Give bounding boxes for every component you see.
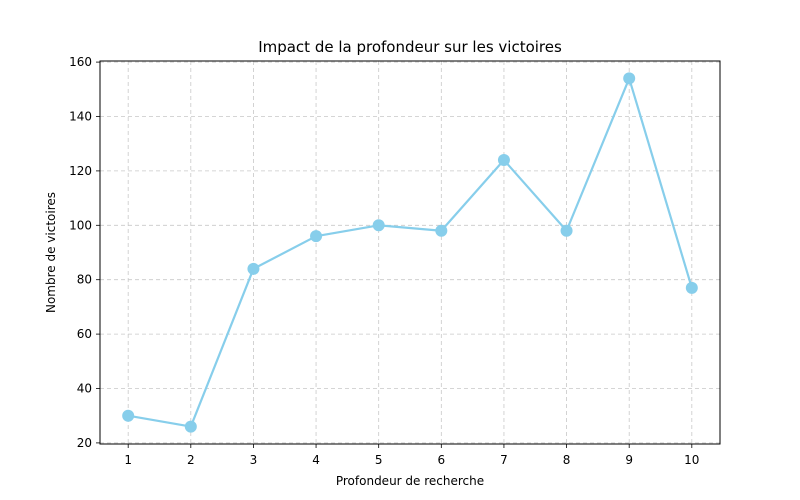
y-tick-label: 40 <box>77 382 92 396</box>
data-point <box>122 409 135 422</box>
data-point <box>247 262 260 275</box>
axis-ticks: 1 2 3 4 5 6 7 8 9 10 20 40 60 80 100 120 140 160 <box>69 55 699 467</box>
x-tick-label: 2 <box>187 453 195 467</box>
x-tick-label: 10 <box>684 453 699 467</box>
y-tick-label: 60 <box>77 327 92 341</box>
x-tick-label: 9 <box>625 453 633 467</box>
data-point <box>184 420 197 433</box>
data-point <box>372 219 385 232</box>
y-tick-label: 160 <box>69 55 92 69</box>
data-point <box>497 154 510 167</box>
x-tick-label: 6 <box>437 453 445 467</box>
x-tick-label: 7 <box>500 453 508 467</box>
x-tick-label: 8 <box>563 453 571 467</box>
x-tick-label: 1 <box>124 453 132 467</box>
y-tick-label: 100 <box>69 218 92 232</box>
x-tick-label: 5 <box>375 453 383 467</box>
chart-title: Impact de la profondeur sur les victoire… <box>258 38 562 56</box>
data-point <box>623 72 636 85</box>
series-line <box>127 77 693 428</box>
data-point <box>310 230 323 243</box>
x-tick-label: 3 <box>250 453 258 467</box>
y-tick-label: 20 <box>77 436 92 450</box>
x-axis-label: Profondeur de recherche <box>336 474 484 488</box>
y-tick-label: 120 <box>69 164 92 178</box>
x-tick-label: 4 <box>312 453 320 467</box>
grid-lines <box>100 61 720 444</box>
data-point <box>685 281 698 294</box>
y-axis-label: Nombre de victoires <box>44 192 58 313</box>
y-tick-label: 140 <box>69 109 92 123</box>
series-layer <box>122 72 698 433</box>
y-tick-label: 80 <box>77 273 92 287</box>
data-point <box>560 224 573 237</box>
plot-frame <box>99 60 721 445</box>
data-point <box>435 224 448 237</box>
